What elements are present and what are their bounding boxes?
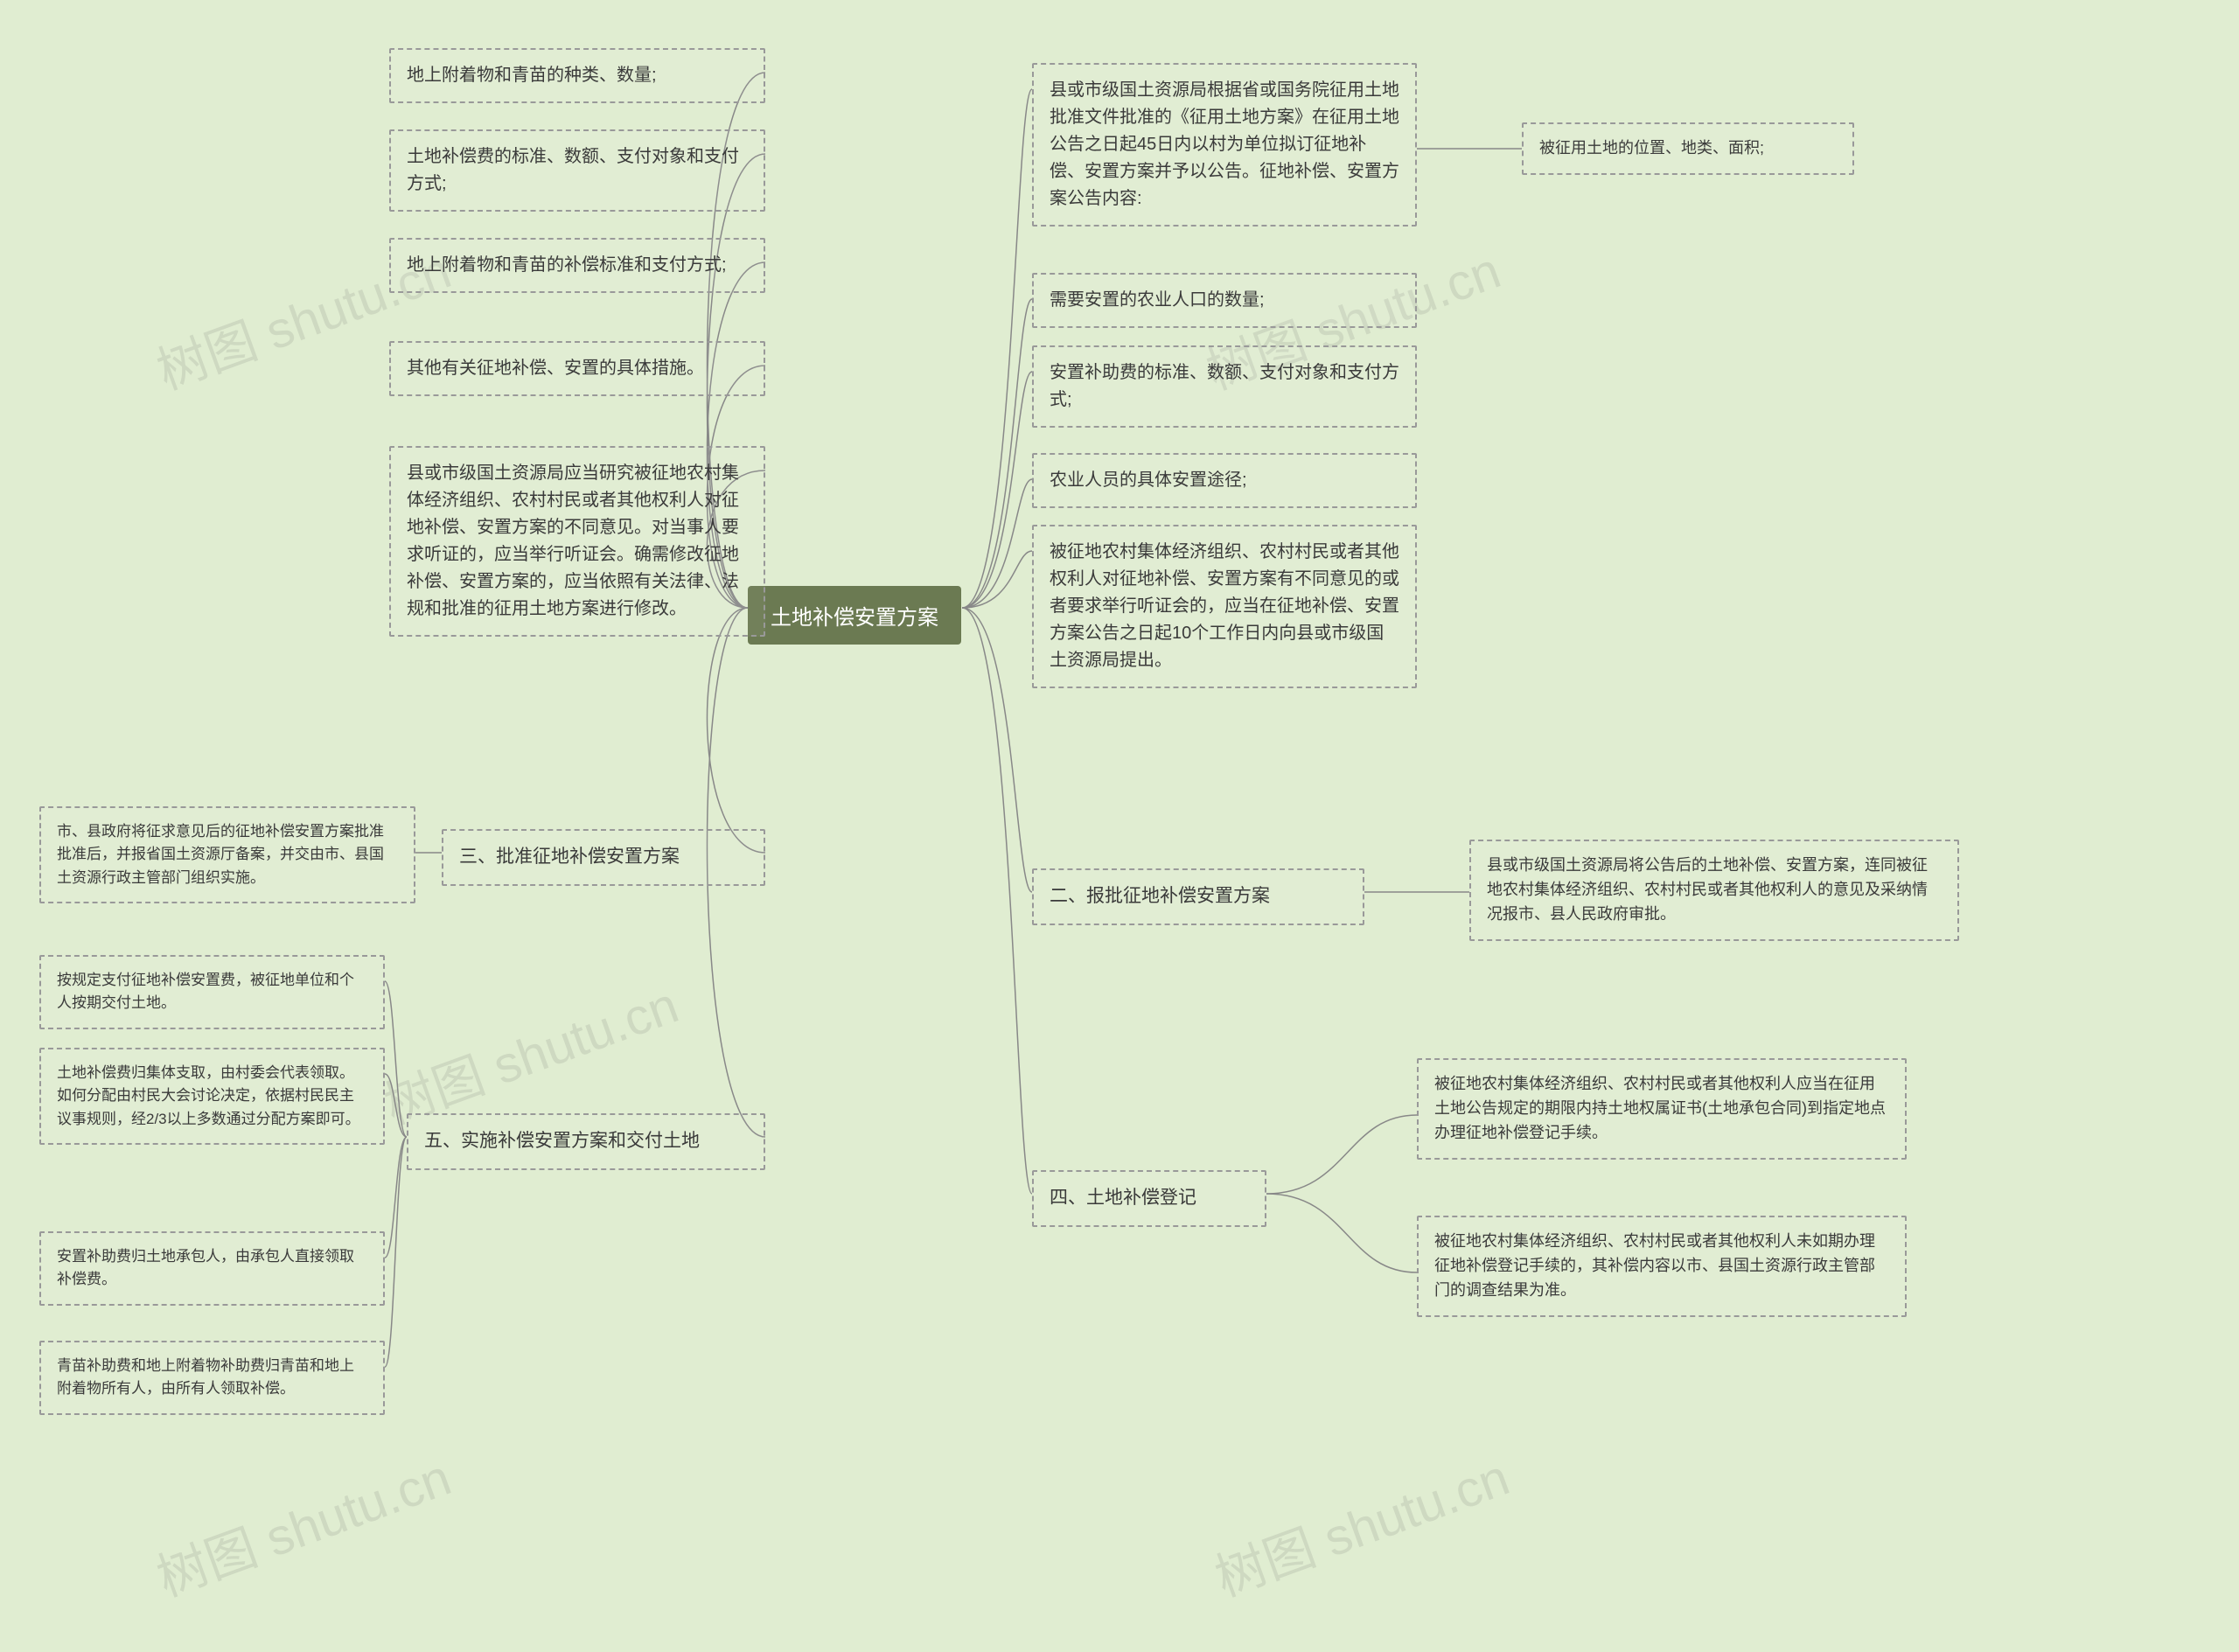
r1-item-2: 安置补助费的标准、数额、支付对象和支付方式; bbox=[1032, 345, 1417, 428]
l1-item-1: 土地补偿费的标准、数额、支付对象和支付方式; bbox=[389, 129, 765, 212]
l5-detail-3: 青苗补助费和地上附着物补助费归青苗和地上附着物所有人，由所有人领取补偿。 bbox=[39, 1341, 385, 1415]
l5-detail-2: 安置补助费归土地承包人，由承包人直接领取补偿费。 bbox=[39, 1231, 385, 1306]
r4-detail-1: 被征地农村集体经济组织、农村村民或者其他权利人未如期办理征地补偿登记手续的，其补… bbox=[1417, 1216, 1907, 1317]
l5-title: 五、实施补偿安置方案和交付土地 bbox=[407, 1113, 765, 1170]
watermark: 树图 shutu.cn bbox=[145, 1436, 459, 1610]
l1-item-3: 其他有关征地补偿、安置的具体措施。 bbox=[389, 341, 765, 396]
r1-item-4: 被征地农村集体经济组织、农村村民或者其他权利人对征地补偿、安置方案有不同意见的或… bbox=[1032, 525, 1417, 688]
l5-detail-0: 按规定支付征地补偿安置费，被征地单位和个人按期交付土地。 bbox=[39, 955, 385, 1029]
l5-detail-1: 土地补偿费归集体支取，由村委会代表领取。如何分配由村民大会讨论决定，依据村民民主… bbox=[39, 1048, 385, 1145]
center-node: 土地补偿安置方案 bbox=[748, 586, 961, 645]
l1-item-2: 地上附着物和青苗的补偿标准和支付方式; bbox=[389, 238, 765, 293]
l1-item-4: 县或市级国土资源局应当研究被征地农村集体经济组织、农村村民或者其他权利人对征地补… bbox=[389, 446, 765, 637]
r1-item-3: 农业人员的具体安置途径; bbox=[1032, 453, 1417, 508]
watermark: 树图 shutu.cn bbox=[373, 964, 687, 1138]
r2-detail: 县或市级国土资源局将公告后的土地补偿、安置方案，连同被征地农村集体经济组织、农村… bbox=[1469, 840, 1959, 941]
r2-title: 二、报批征地补偿安置方案 bbox=[1032, 868, 1364, 925]
l3-title: 三、批准征地补偿安置方案 bbox=[442, 829, 765, 886]
r1-item-0: 县或市级国土资源局根据省或国务院征用土地批准文件批准的《征用土地方案》在征用土地… bbox=[1032, 63, 1417, 227]
watermark: 树图 shutu.cn bbox=[1203, 1436, 1517, 1610]
r1-item-1: 需要安置的农业人口的数量; bbox=[1032, 273, 1417, 328]
r1-sub-0: 被征用土地的位置、地类、面积; bbox=[1522, 122, 1854, 175]
r4-title: 四、土地补偿登记 bbox=[1032, 1170, 1266, 1227]
l1-item-0: 地上附着物和青苗的种类、数量; bbox=[389, 48, 765, 103]
l3-detail: 市、县政府将征求意见后的征地补偿安置方案批准批准后，并报省国土资源厅备案，并交由… bbox=[39, 806, 415, 903]
r4-detail-0: 被征地农村集体经济组织、农村村民或者其他权利人应当在征用土地公告规定的期限内持土… bbox=[1417, 1058, 1907, 1160]
